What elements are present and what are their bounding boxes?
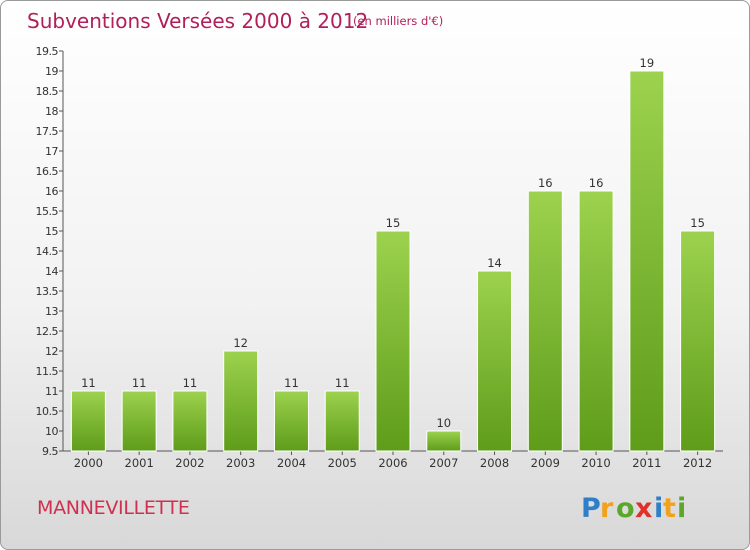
y-tick-label: 13.5 (36, 285, 59, 298)
x-tick-label: 2000 (74, 456, 103, 470)
bar-2000 (70, 390, 106, 452)
y-tick-label: 16 (45, 185, 58, 198)
bar-value-label: 11 (284, 376, 299, 390)
bar-value-label: 11 (335, 376, 350, 390)
chart-unit: (en milliers d'€) (353, 14, 444, 28)
svg-text:P: P (581, 493, 601, 524)
y-tick-label: 15 (45, 225, 58, 238)
y-tick-label: 10.5 (36, 405, 59, 418)
y-tick-label: 18.5 (36, 85, 59, 98)
svg-text:r: r (600, 493, 614, 524)
bar-value-label: 19 (640, 56, 655, 70)
bar-2005 (324, 390, 360, 452)
bar-2011 (629, 70, 665, 452)
bar-2004 (273, 390, 309, 452)
bar-2006 (375, 230, 411, 452)
y-tick-label: 17 (45, 145, 58, 158)
chart-axes: 9.5 10 10.5 11 11.5 12 12.5 13 13.5 14 14.5 15 15.5 1… (36, 45, 723, 470)
chart-bars: 11 11 11 12 11 11 15 10 14 16 16 19 15 (70, 56, 716, 452)
x-tick-label: 2012 (683, 456, 712, 470)
y-tick-label: 10 (45, 425, 58, 438)
y-tick-label: 15.5 (36, 205, 59, 218)
commune-name: MANNEVILLETTE (37, 497, 190, 519)
x-tick-label: 2010 (581, 456, 610, 470)
bar-value-label: 10 (436, 416, 451, 430)
bar-value-label: 14 (487, 256, 502, 270)
svg-text:x: x (635, 493, 652, 524)
bar-2010 (578, 190, 614, 452)
y-tick-label: 16.5 (36, 165, 59, 178)
bar-2007 (426, 430, 462, 452)
x-tick-label: 2004 (277, 456, 306, 470)
bar-value-label: 15 (386, 216, 401, 230)
x-tick-label: 2008 (480, 456, 509, 470)
y-tick-label: 14.5 (36, 245, 59, 258)
svg-text:i: i (654, 493, 663, 524)
y-tick-label: 9.5 (42, 445, 58, 458)
bar-value-label: 15 (690, 216, 705, 230)
y-tick-label: 14 (45, 265, 58, 278)
bar-value-label: 12 (233, 336, 248, 350)
x-tick-label: 2003 (226, 456, 255, 470)
bar-value-label: 16 (589, 176, 604, 190)
bar-value-label: 11 (132, 376, 147, 390)
chart-title: Subventions Versées 2000 à 2012 (27, 9, 369, 33)
bar-value-label: 16 (538, 176, 553, 190)
bar-2002 (172, 390, 208, 452)
proxiti-logo: P r o x i t i (581, 493, 686, 524)
bar-value-label: 11 (183, 376, 198, 390)
svg-text:o: o (616, 493, 635, 524)
x-tick-label: 2002 (175, 456, 204, 470)
svg-text:i: i (677, 493, 686, 524)
y-tick-label: 11 (45, 385, 58, 398)
y-tick-label: 18 (45, 105, 58, 118)
x-tick-label: 2009 (531, 456, 560, 470)
svg-text:t: t (663, 493, 676, 524)
bar-2003 (223, 350, 259, 452)
y-tick-label: 13 (45, 305, 58, 318)
bar-2001 (121, 390, 157, 452)
bar-2008 (477, 270, 513, 452)
bar-2009 (527, 190, 563, 452)
x-tick-label: 2001 (125, 456, 154, 470)
y-tick-label: 11.5 (36, 365, 59, 378)
x-tick-label: 2007 (429, 456, 458, 470)
x-tick-label: 2006 (378, 456, 407, 470)
y-tick-label: 17.5 (36, 125, 59, 138)
bar-2012 (680, 230, 716, 452)
y-tick-label: 19 (45, 65, 58, 78)
y-tick-label: 12.5 (36, 325, 59, 338)
y-tick-label: 19.5 (36, 45, 59, 58)
bar-value-label: 11 (81, 376, 96, 390)
y-tick-label: 12 (45, 345, 58, 358)
x-tick-label: 2005 (328, 456, 357, 470)
x-tick-label: 2011 (632, 456, 661, 470)
